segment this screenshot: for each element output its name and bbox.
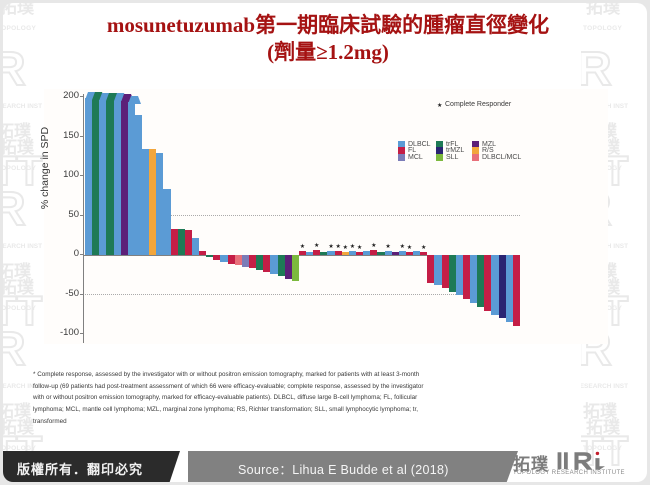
- svg-text:拓璞: 拓璞: [3, 418, 35, 437]
